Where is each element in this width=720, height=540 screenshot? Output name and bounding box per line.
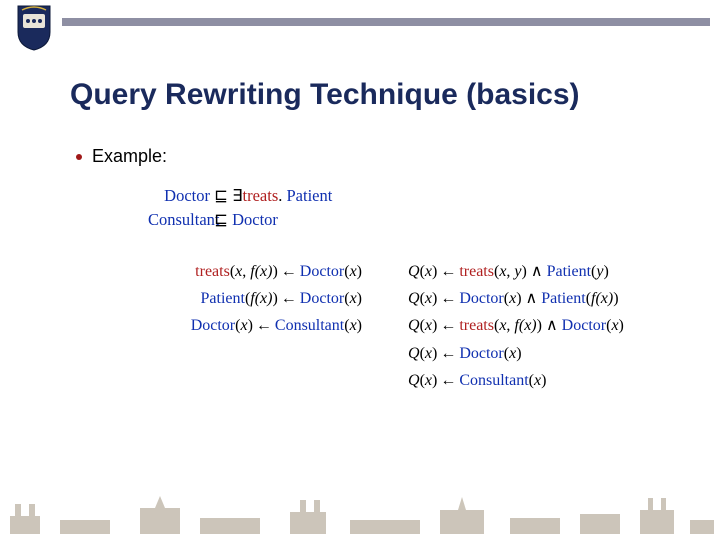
rules-right-column: Q(x)←treats(x, y) ∧ Patient(y) Q(x)←Doct…	[402, 258, 680, 394]
rule-line: treats(x, f(x))←Doctor(x)	[84, 258, 374, 285]
and-symbol: ∧	[526, 290, 538, 307]
header-accent-bar	[62, 18, 710, 26]
arrow-icon: ←	[278, 290, 300, 307]
concept-doctor: Doctor	[164, 186, 210, 205]
exists-symbol: ∃	[232, 186, 242, 205]
rule-line: Patient(f(x))←Doctor(x)	[84, 285, 374, 312]
example-bullet: Example:	[76, 146, 167, 167]
bullet-icon	[76, 154, 82, 160]
rule-line: Doctor(x)←Consultant(x)	[84, 312, 374, 339]
arrow-icon: ←	[437, 290, 459, 307]
slide-title: Query Rewriting Technique (basics)	[70, 78, 580, 112]
axiom-block: Doctor ⊑ ∃treats. Patient Consultant ⊑ D…	[148, 184, 332, 232]
rules-columns: treats(x, f(x))←Doctor(x) Patient(f(x))←…	[84, 258, 680, 394]
rule-line: Q(x)←treats(x, f(x)) ∧ Doctor(x)	[402, 312, 680, 339]
university-crest-icon	[14, 4, 54, 52]
axiom-line: Consultant ⊑ Doctor	[148, 208, 332, 232]
and-symbol: ∧	[531, 263, 543, 280]
footer-skyline-icon	[0, 494, 720, 534]
rule-line: Q(x)←treats(x, y) ∧ Patient(y)	[402, 258, 680, 285]
arrow-icon: ←	[437, 317, 459, 334]
subsumption-symbol: ⊑	[214, 210, 228, 229]
arrow-icon: ←	[437, 372, 459, 389]
rule-line: Q(x)←Doctor(x) ∧ Patient(f(x))	[402, 285, 680, 312]
arrow-icon: ←	[437, 263, 459, 280]
bullet-label: Example:	[92, 146, 167, 167]
role-treats: treats	[243, 186, 279, 205]
arrow-icon: ←	[278, 263, 300, 280]
rule-line: Q(x)←Doctor(x)	[402, 340, 680, 367]
arrow-icon: ←	[437, 345, 459, 362]
subsumption-symbol: ⊑	[214, 186, 228, 205]
arrow-icon: ←	[253, 317, 275, 334]
axiom-line: Doctor ⊑ ∃treats. Patient	[148, 184, 332, 208]
rule-line: Q(x)←Consultant(x)	[402, 367, 680, 394]
and-symbol: ∧	[546, 317, 558, 334]
concept-patient: Patient	[287, 186, 333, 205]
concept-consultant: Consultant	[148, 210, 220, 229]
concept-doctor: Doctor	[232, 210, 278, 229]
rules-left-column: treats(x, f(x))←Doctor(x) Patient(f(x))←…	[84, 258, 374, 394]
